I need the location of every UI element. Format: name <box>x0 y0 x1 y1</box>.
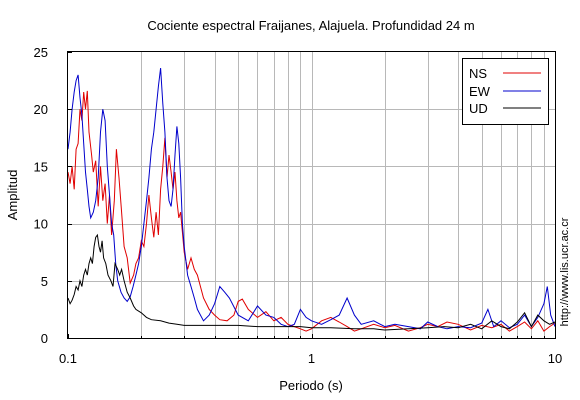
grid <box>68 52 555 338</box>
legend: NS EW UD <box>462 58 549 125</box>
y-axis-label: Amplitud <box>5 170 20 221</box>
axis-ticks <box>68 52 556 339</box>
series-line-ud <box>67 233 556 331</box>
legend-label-ud: UD <box>469 101 488 116</box>
series-line-ns <box>67 90 556 332</box>
series-lines <box>67 67 556 332</box>
series-line-ew <box>67 67 556 330</box>
watermark-url: http://www.lis.ucr.ac.cr <box>559 217 571 326</box>
x-tick-label: 0.1 <box>59 351 77 366</box>
plot-area-frame <box>67 51 556 339</box>
tick-labels: 0.1 1 10 0 5 10 15 20 25 <box>34 45 563 366</box>
chart-title: Cociente espectral Fraijanes, Alajuela. … <box>147 18 474 33</box>
y-tick-label: 10 <box>34 217 48 232</box>
y-tick-label: 25 <box>34 45 48 60</box>
legend-label-ns: NS <box>469 66 487 81</box>
x-tick-label: 1 <box>308 351 315 366</box>
y-tick-label: 5 <box>41 274 48 289</box>
y-tick-label: 20 <box>34 102 48 117</box>
y-tick-label: 0 <box>41 331 48 346</box>
y-tick-label: 15 <box>34 159 48 174</box>
x-tick-label: 10 <box>548 351 562 366</box>
legend-label-ew: EW <box>469 84 491 99</box>
x-axis-label: Periodo (s) <box>279 378 343 393</box>
